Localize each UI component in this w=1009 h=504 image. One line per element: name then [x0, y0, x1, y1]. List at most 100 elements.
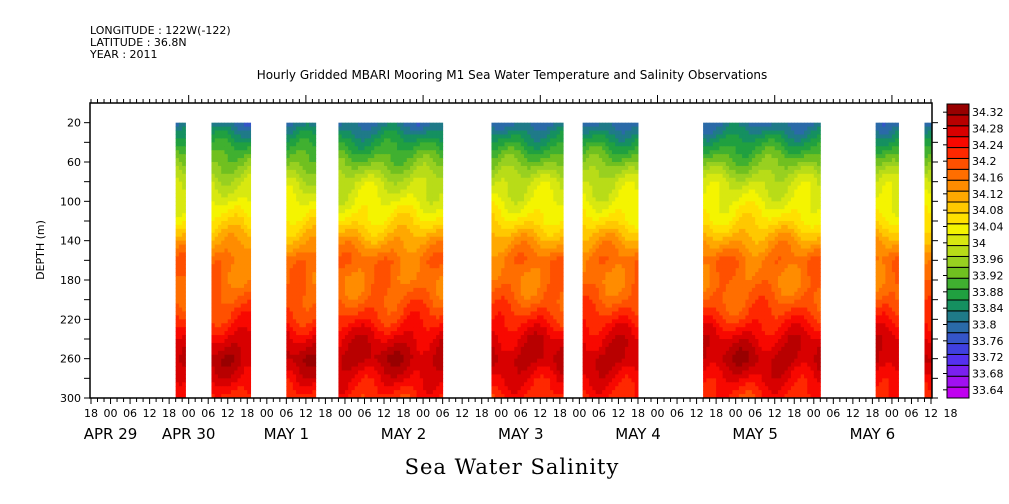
data-cell	[530, 240, 535, 246]
data-cell	[374, 374, 379, 379]
data-cell	[214, 130, 219, 135]
data-cell	[175, 339, 180, 344]
data-cell	[517, 158, 522, 163]
data-cell	[305, 209, 310, 214]
data-cell	[214, 138, 219, 143]
data-cell	[211, 193, 216, 198]
data-cell	[182, 268, 186, 273]
data-cell	[533, 382, 538, 387]
data-cell	[234, 264, 239, 269]
data-cell	[299, 386, 304, 391]
data-cell	[227, 339, 232, 344]
data-cell	[357, 185, 362, 191]
data-cell	[400, 378, 405, 383]
data-cell	[244, 264, 248, 269]
data-cell	[501, 173, 505, 179]
data-cell	[390, 138, 395, 143]
data-cell	[504, 307, 509, 312]
data-cell	[426, 315, 431, 320]
data-cell	[494, 162, 499, 167]
data-cell	[387, 272, 392, 277]
data-cell	[341, 260, 346, 265]
data-cell	[403, 350, 408, 356]
data-cell	[520, 181, 525, 187]
data-cell	[214, 122, 219, 128]
data-cell	[338, 126, 343, 132]
data-cell	[403, 197, 408, 202]
data-cell	[497, 130, 502, 135]
data-cell	[175, 268, 180, 273]
data-cell	[504, 327, 509, 332]
data-cell	[309, 224, 313, 230]
data-cell	[517, 224, 522, 230]
data-cell	[429, 244, 434, 250]
data-cell	[224, 150, 229, 155]
data-cell	[380, 280, 385, 285]
data-cell	[426, 370, 431, 375]
data-cell	[234, 150, 239, 155]
data-cell	[374, 354, 379, 360]
data-cell	[537, 354, 541, 360]
data-cell	[403, 217, 408, 222]
data-cell	[426, 252, 431, 257]
data-cell	[217, 185, 222, 191]
data-cell	[423, 346, 427, 352]
data-cell	[410, 311, 414, 316]
data-cell	[511, 146, 515, 151]
data-cell	[491, 205, 496, 210]
data-cell	[423, 350, 427, 356]
data-cell	[432, 193, 437, 198]
data-cell	[384, 339, 388, 344]
data-cell	[524, 323, 528, 328]
data-cell	[221, 201, 225, 206]
data-cell	[302, 311, 307, 316]
data-cell	[234, 154, 239, 159]
data-cell	[231, 232, 235, 238]
data-cell	[426, 130, 431, 135]
data-cell	[514, 158, 519, 163]
data-cell	[501, 189, 505, 194]
data-cell	[302, 181, 307, 187]
data-cell	[527, 197, 532, 202]
data-cell	[507, 244, 512, 250]
data-cell	[224, 342, 229, 348]
data-cell	[390, 382, 395, 387]
data-cell	[299, 390, 304, 395]
data-cell	[296, 122, 300, 128]
data-cell	[384, 366, 388, 371]
data-cell	[374, 256, 379, 261]
data-cell	[384, 272, 388, 277]
data-cell	[384, 331, 388, 336]
data-cell	[231, 189, 235, 194]
data-cell	[217, 315, 222, 320]
data-cell	[211, 346, 216, 352]
data-cell	[410, 295, 414, 301]
data-cell	[397, 173, 401, 179]
data-cell	[182, 134, 186, 139]
data-cell	[292, 165, 297, 171]
data-cell	[182, 256, 186, 261]
data-cell	[419, 240, 424, 246]
data-cell	[393, 146, 398, 151]
data-cell	[501, 307, 505, 312]
data-cell	[533, 189, 538, 194]
data-cell	[380, 382, 385, 387]
data-cell	[390, 228, 395, 234]
data-cell	[390, 350, 395, 356]
data-cell	[497, 394, 502, 398]
data-cell	[367, 228, 372, 234]
data-cell	[397, 354, 401, 360]
data-cell	[361, 173, 365, 179]
data-cell	[338, 244, 343, 250]
data-cell	[517, 189, 522, 194]
data-cell	[439, 307, 444, 312]
data-cell	[436, 283, 440, 289]
data-cell	[357, 264, 362, 269]
data-cell	[393, 303, 398, 309]
data-cell	[214, 311, 219, 316]
data-segment	[491, 122, 564, 398]
data-cell	[533, 311, 538, 316]
data-cell	[217, 283, 222, 289]
data-cell	[309, 268, 313, 273]
data-cell	[436, 394, 440, 398]
